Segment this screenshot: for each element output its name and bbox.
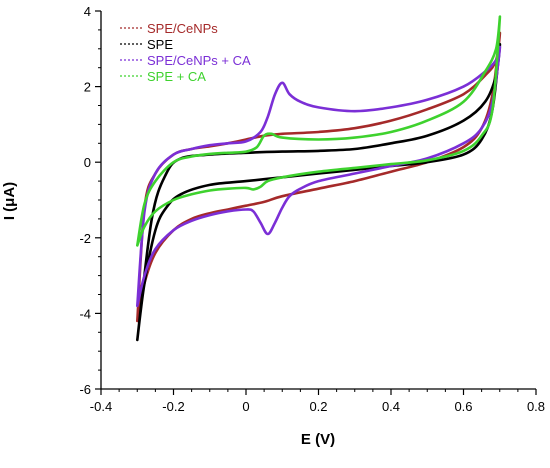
x-tick-label: 0.8 (527, 399, 545, 414)
x-tick-label: 0.4 (382, 399, 400, 414)
series-line-spe-ca (136, 15, 502, 247)
y-tick-label: -4 (79, 306, 91, 321)
series-line-spe (136, 43, 502, 342)
x-tick-label: -0.2 (162, 399, 184, 414)
series-line-spe-cenps-ca (136, 45, 502, 308)
y-tick-label: -6 (79, 382, 91, 397)
x-tick-label: 0.6 (454, 399, 472, 414)
y-tick-label: 4 (84, 4, 91, 19)
x-tick-label: 0.2 (309, 399, 327, 414)
x-axis-title: E (V) (301, 431, 335, 448)
axes: -0.4 -0.2 0 0.2 0.4 0.6 0.8 -6 -4 -2 0 2 4 (79, 4, 545, 414)
y-axis-title: I (μA) (1, 182, 18, 220)
legend-label: SPE + CA (147, 69, 206, 84)
y-tick-label: 0 (84, 155, 91, 170)
series-layer (136, 15, 502, 342)
y-tick-label: 2 (84, 80, 91, 95)
x-tick-label: -0.4 (90, 399, 112, 414)
legend-label: SPE/CeNPs (147, 21, 218, 36)
legend-label: SPE (147, 37, 173, 52)
x-tick-label: 0 (242, 399, 249, 414)
legend-label: SPE/CeNPs + CA (147, 53, 251, 68)
y-tick-label: -2 (79, 231, 91, 246)
